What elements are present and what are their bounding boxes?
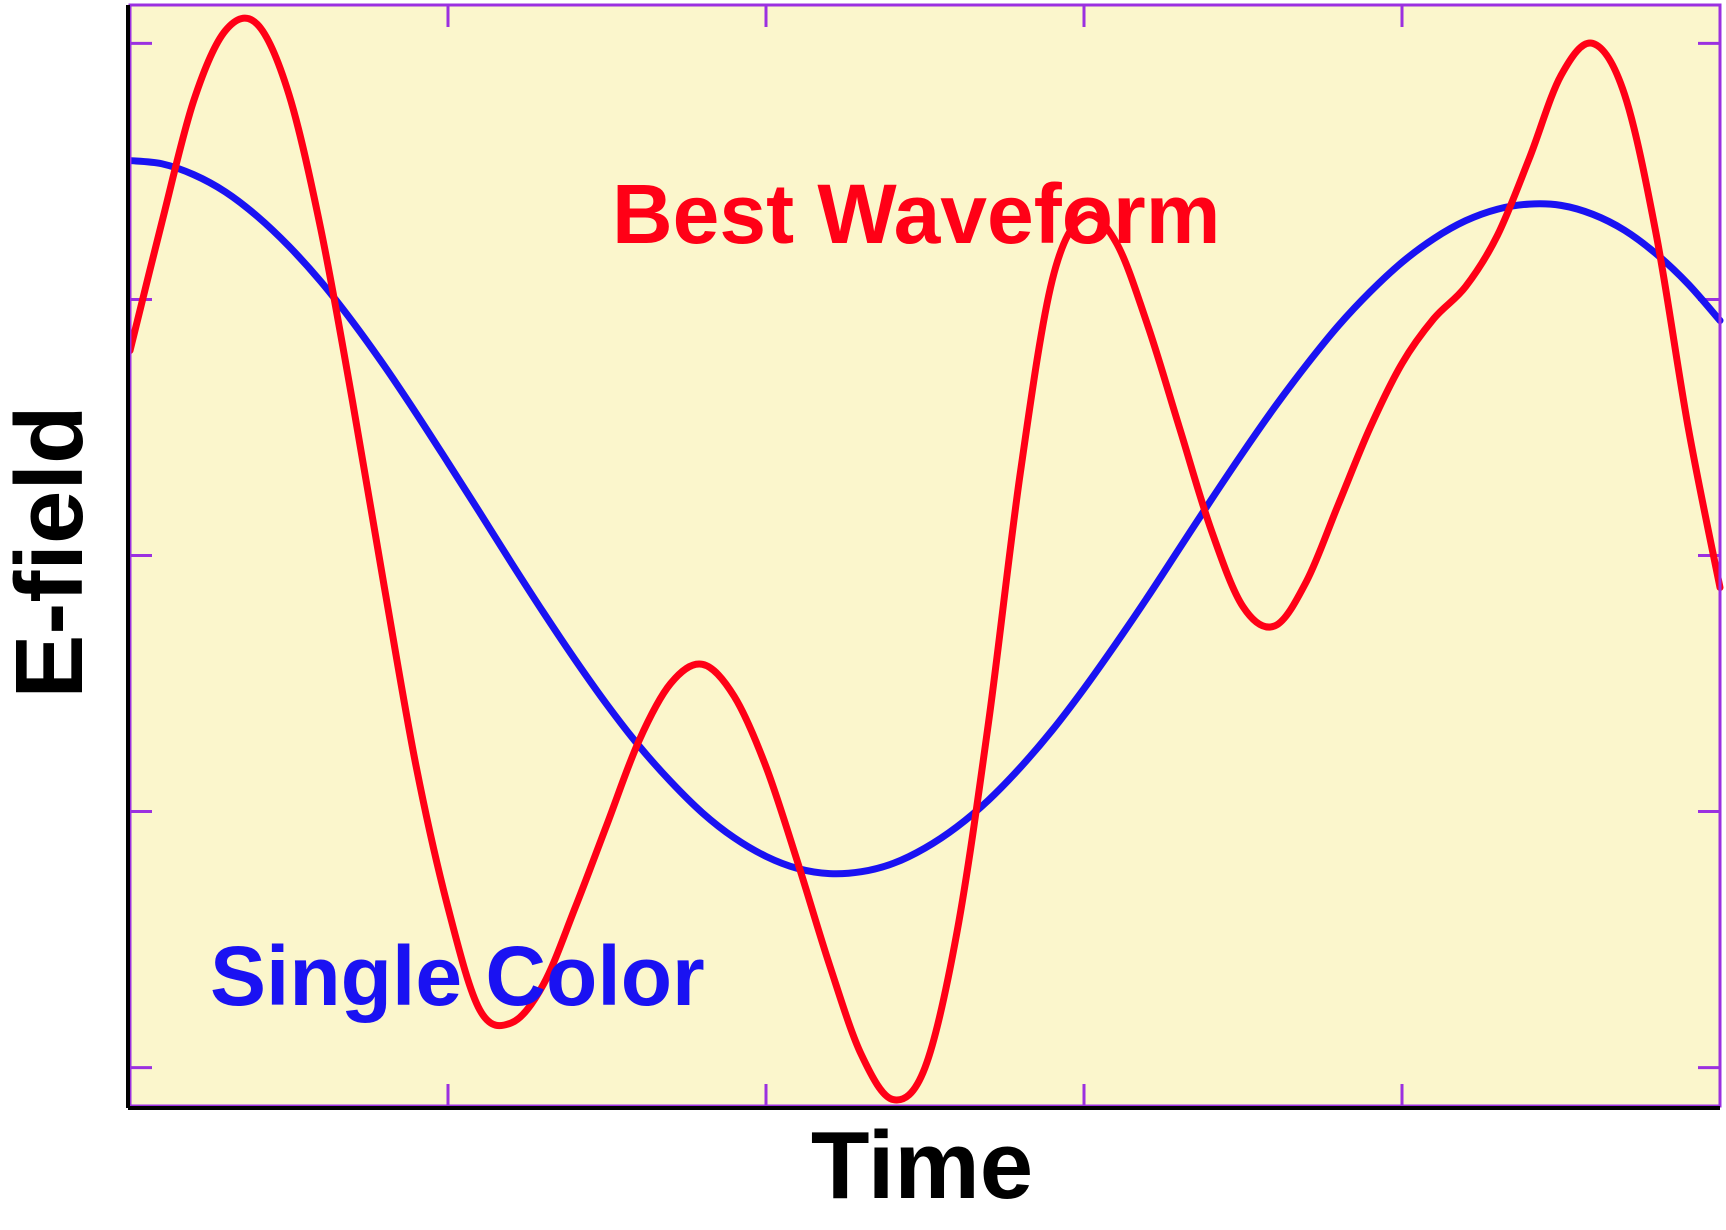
series-label-single-color: Single Color: [210, 929, 705, 1023]
x-axis-title: Time: [811, 1112, 1033, 1219]
plot-background: [130, 5, 1720, 1106]
series-line-single-color: [126, 157, 1724, 878]
series-line-best-waveform: [126, 14, 1724, 1104]
labels-layer: Best Waveform Single Color: [126, 5, 1720, 1110]
series-label-best-waveform: Best Waveform: [612, 167, 1220, 261]
series-layer: [126, 14, 1724, 1104]
y-axis-title: E-field: [0, 405, 103, 698]
